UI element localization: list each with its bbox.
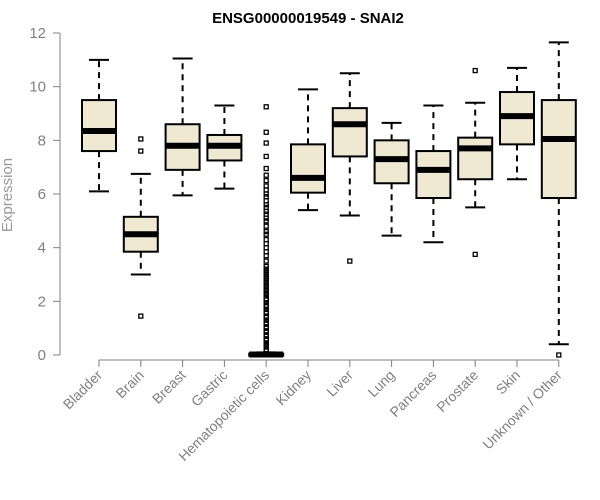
outlier-point	[263, 218, 269, 224]
outlier-point	[472, 251, 478, 258]
x-tick-label: Skin	[493, 367, 524, 398]
outlier-point	[263, 320, 269, 326]
outlier-point	[138, 136, 144, 142]
iqr-box	[457, 136, 494, 181]
y-tick-label: 0	[38, 347, 46, 364]
x-tick-label: Unknown / Other	[479, 367, 565, 453]
box-pancreas	[415, 104, 452, 244]
outlier-point	[263, 287, 269, 294]
outlier-point	[263, 183, 269, 189]
outlier-point	[263, 274, 269, 280]
outlier-point	[263, 271, 269, 278]
outlier-point	[263, 285, 269, 291]
box-hematopoietic-cells	[248, 104, 285, 358]
outlier-point	[263, 231, 269, 237]
outlier-point	[263, 140, 269, 146]
y-tick-label: 6	[38, 186, 46, 203]
box-breast	[164, 57, 201, 197]
outlier-point	[138, 313, 144, 319]
outlier-point	[263, 172, 269, 178]
outlier-point	[263, 302, 269, 309]
outlier-point	[472, 67, 478, 74]
x-tick-label: Liver	[323, 367, 356, 400]
box-bladder	[81, 58, 117, 193]
outlier-point	[263, 290, 269, 296]
box-kidney	[290, 88, 326, 212]
outlier-point	[263, 177, 269, 184]
y-tick-label: 2	[38, 293, 46, 310]
box-skin	[499, 66, 535, 181]
x-tick-label: Lung	[364, 367, 397, 400]
iqr-box	[81, 99, 117, 153]
outlier-point	[263, 269, 269, 275]
outlier-point	[263, 309, 269, 315]
box-prostate	[457, 67, 494, 258]
outlier-point	[263, 129, 269, 135]
x-tick-label: Brain	[112, 367, 146, 401]
outlier-point	[347, 258, 353, 264]
outlier-point	[263, 104, 269, 110]
outlier-point	[263, 293, 269, 299]
box-unknown-other	[540, 41, 577, 358]
iqr-box	[331, 107, 368, 158]
outlier-point	[138, 148, 144, 154]
x-tick-label: Bladder	[60, 367, 106, 413]
outlier-point	[263, 263, 269, 270]
outlier-point	[263, 258, 269, 264]
y-tick-label: 8	[38, 132, 46, 149]
outlier-point	[263, 223, 269, 229]
y-tick-label: 10	[29, 79, 46, 96]
iqr-box	[415, 150, 452, 200]
outlier-point	[263, 165, 269, 172]
outlier-point	[556, 352, 562, 358]
y-axis-label: Expression	[0, 158, 16, 232]
outlier-point	[263, 228, 269, 235]
x-tick-label: Kidney	[273, 367, 315, 409]
y-tick-label: 12	[29, 25, 46, 42]
outlier-point	[263, 266, 269, 272]
x-tick-label: Prostate	[433, 367, 481, 415]
y-tick-label: 4	[38, 240, 46, 257]
iqr-box	[540, 99, 577, 200]
outlier-point	[263, 153, 269, 160]
outlier-point	[263, 282, 269, 288]
outlier-point	[263, 295, 269, 302]
outlier-point	[263, 194, 269, 200]
box-liver	[331, 72, 368, 264]
outlier-point	[263, 279, 269, 286]
box-brain	[122, 136, 159, 319]
iqr-box	[290, 143, 326, 194]
boxes	[81, 41, 577, 358]
outlier-point	[263, 204, 269, 211]
box-gastric	[206, 104, 243, 190]
y-axis: 0 2 4 6 8 10 12	[29, 25, 61, 364]
chart-title: ENSG00000019549 - SNAI2	[212, 10, 404, 27]
outlier-point	[263, 277, 269, 283]
x-tick-label: Breast	[149, 367, 189, 407]
outlier-point	[263, 211, 269, 217]
outlier-point	[263, 236, 269, 243]
box-lung	[373, 121, 410, 237]
